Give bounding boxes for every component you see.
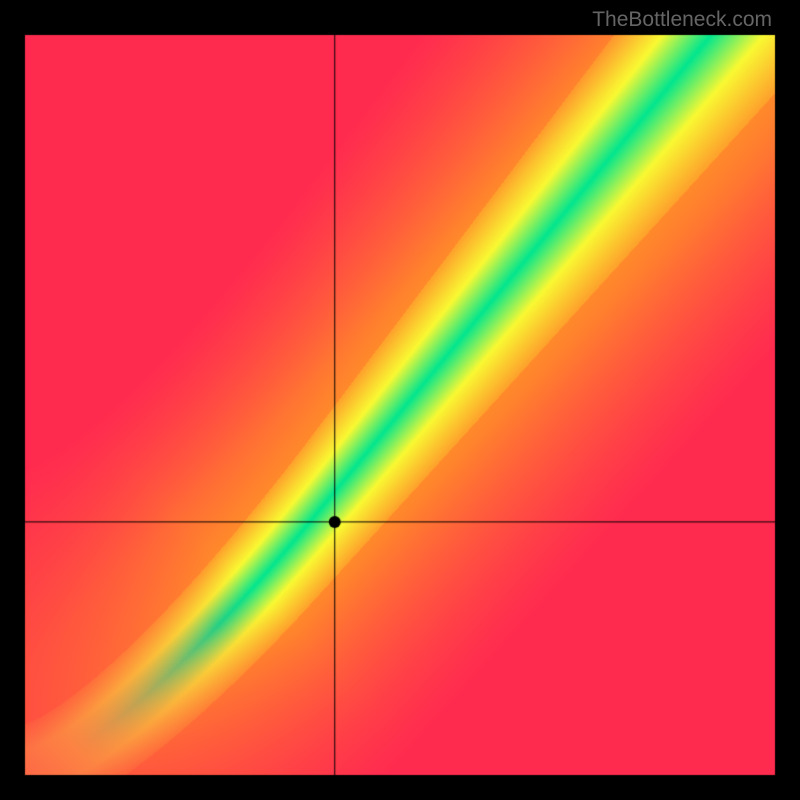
chart-container: TheBottleneck.com [0,0,800,800]
heatmap-canvas [0,0,800,800]
watermark-text: TheBottleneck.com [592,8,772,32]
